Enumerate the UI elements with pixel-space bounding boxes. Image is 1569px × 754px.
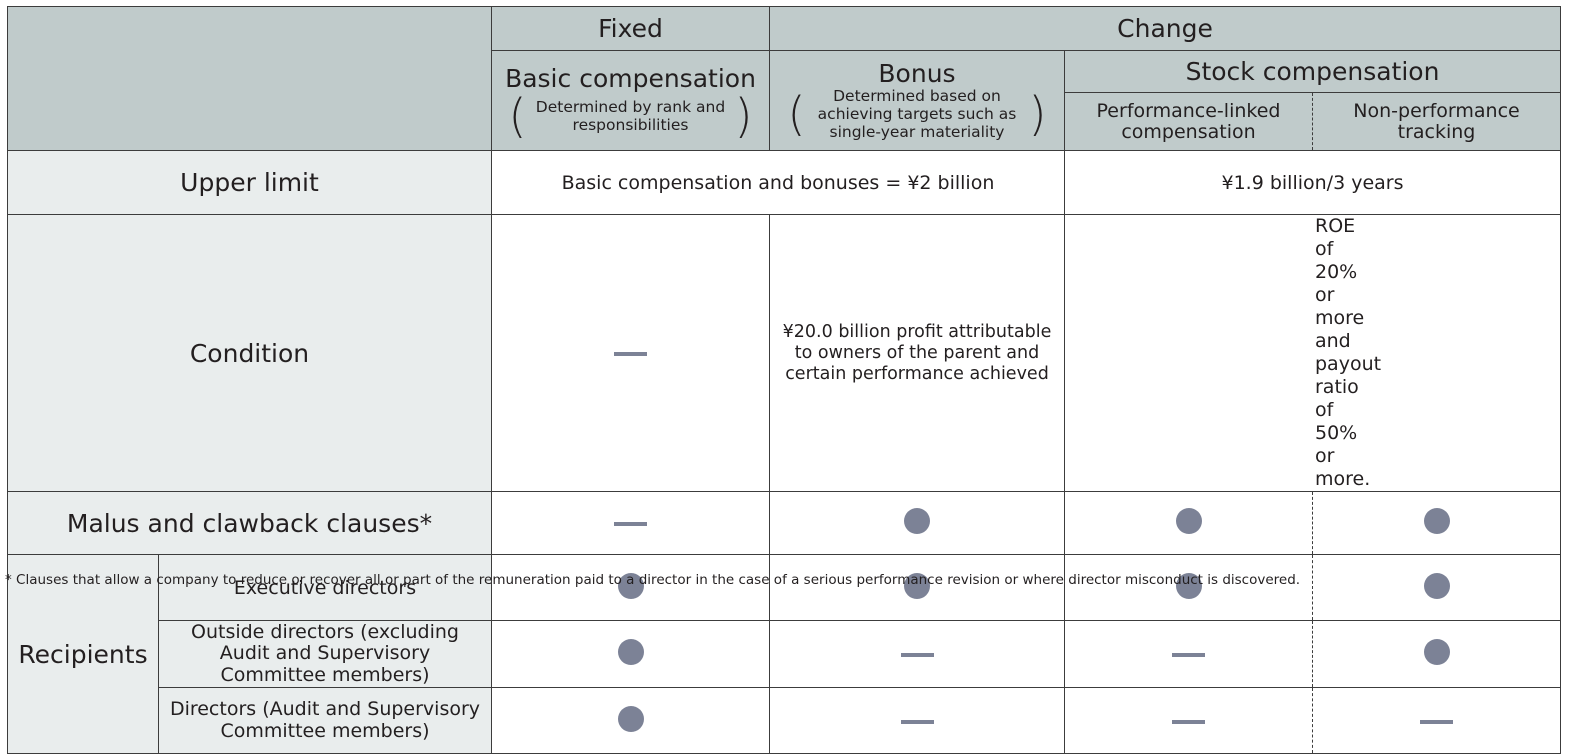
applies-circle-icon <box>1423 572 1450 599</box>
applies-circle-icon <box>1423 508 1450 534</box>
row-label-malus: Malus and clawback clauses* <box>7 491 492 555</box>
not-applicable-dash-icon <box>900 719 934 724</box>
header-bonus: Bonus ( Determined based on achieving ta… <box>769 50 1065 151</box>
audit-basic <box>491 687 770 754</box>
condition-basic <box>491 214 770 492</box>
header-basic-compensation: Basic compensation ( Determined by rank … <box>491 50 770 151</box>
applies-circle-icon <box>1175 508 1202 534</box>
audit-bonus <box>769 687 1065 754</box>
basic-compensation-title: Basic compensation <box>505 63 756 93</box>
condition-stock: ROE of 20% or more and payout ratio of 5… <box>1063 214 1562 492</box>
malus-performance-linked <box>1064 491 1313 555</box>
malus-bonus <box>769 491 1065 555</box>
close-paren-glyph: ) <box>734 88 753 143</box>
outside-performance-linked <box>1064 620 1313 688</box>
applies-circle-icon <box>617 705 644 732</box>
not-applicable-dash-icon <box>614 352 647 356</box>
not-applicable-dash-icon <box>1172 719 1205 724</box>
outside-non-performance <box>1311 620 1562 688</box>
bonus-note: Determined based on achieving targets su… <box>817 86 1017 141</box>
condition-bonus: ¥20.0 billion profit attributable to own… <box>769 214 1065 492</box>
header-empty-corner <box>7 6 492 151</box>
malus-basic <box>491 491 770 555</box>
not-applicable-dash-icon <box>614 522 647 526</box>
basic-compensation-note: Determined by rank and responsibilities <box>535 97 726 134</box>
row-label-upper-limit: Upper limit <box>7 150 492 215</box>
upper-limit-basic-and-bonus: Basic compensation and bonuses = ¥2 bill… <box>491 150 1065 215</box>
recipient-audit-directors: Directors (Audit and Supervisory Committ… <box>158 687 492 754</box>
outside-bonus <box>769 620 1065 688</box>
applies-circle-icon <box>617 639 644 665</box>
malus-non-performance <box>1311 491 1562 555</box>
applies-circle-icon <box>1423 639 1450 665</box>
close-paren-glyph: ) <box>1028 86 1047 141</box>
outside-basic <box>491 620 770 688</box>
open-paren-glyph: ( <box>787 86 806 141</box>
open-paren-glyph: ( <box>508 88 527 143</box>
not-applicable-dash-icon <box>1420 719 1453 724</box>
footnote: * Clauses that allow a company to reduce… <box>5 572 1301 588</box>
upper-limit-stock: ¥1.9 billion/3 years <box>1063 150 1562 215</box>
header-fixed: Fixed <box>491 6 770 51</box>
header-change: Change <box>768 6 1562 51</box>
not-applicable-dash-icon <box>1172 653 1205 657</box>
audit-non-performance <box>1311 687 1562 754</box>
row-label-condition: Condition <box>7 214 492 492</box>
not-applicable-dash-icon <box>900 653 934 657</box>
compensation-table: Fixed Change Basic compensation ( Determ… <box>7 6 1562 754</box>
header-non-performance: Non-performance tracking <box>1311 92 1562 151</box>
audit-performance-linked <box>1064 687 1313 754</box>
header-stock-compensation: Stock compensation <box>1063 50 1562 93</box>
recipient-outside-directors: Outside directors (excluding Audit and S… <box>158 620 492 688</box>
applies-circle-icon <box>904 508 930 534</box>
bonus-title: Bonus <box>878 58 956 88</box>
header-performance-linked: Performance-linked compensation <box>1064 92 1313 151</box>
